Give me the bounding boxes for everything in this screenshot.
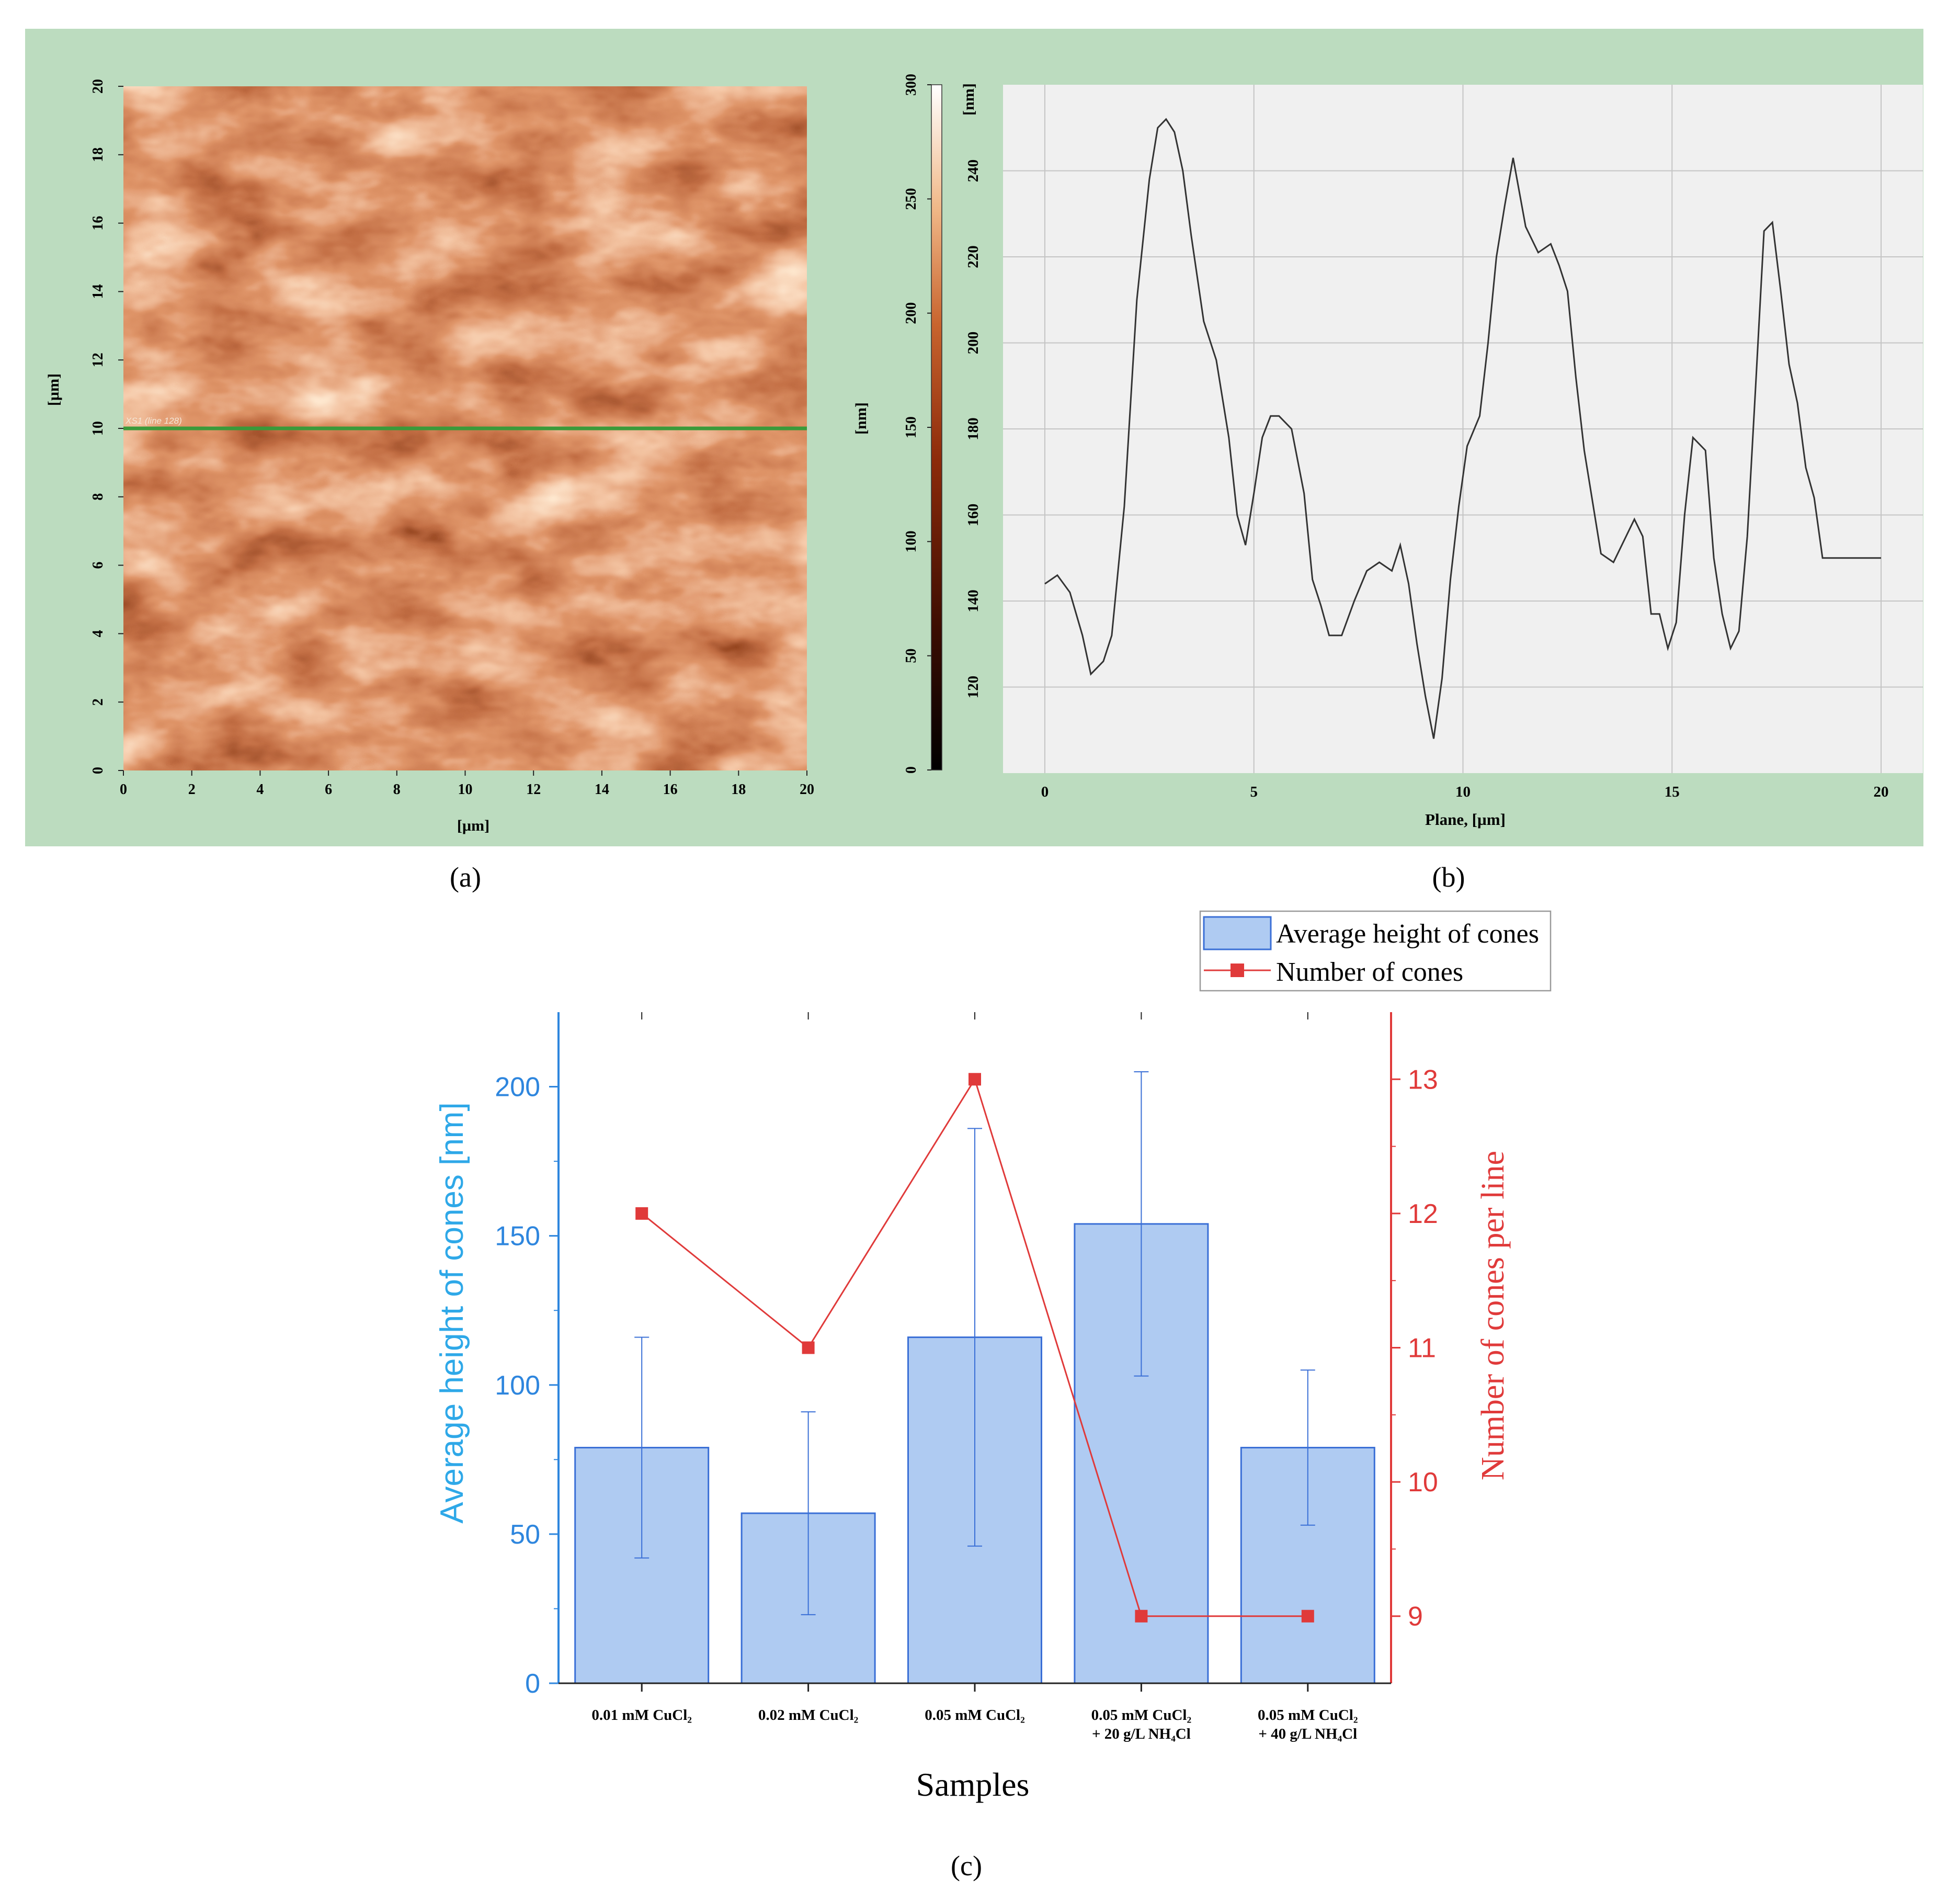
profile-line-series xyxy=(1044,118,1881,739)
profile-y-tick-label: 180 xyxy=(965,417,982,440)
cones-legend: Average height of cones Number of cones xyxy=(1199,910,1552,992)
legend-bar-label: Average height of cones xyxy=(1276,919,1539,949)
profile-y-tick-label: 120 xyxy=(965,676,982,699)
afm-map-panel: XS1 (line 128) 0 2 4 6 8 10 12 14 16 18 20 0 2 4 6 8 10 1… xyxy=(45,79,814,834)
colorbar-tick-label: 0 xyxy=(903,766,919,774)
afm-x-axis-label: [µm] xyxy=(457,817,489,834)
left-tick-label: 100 xyxy=(495,1370,540,1401)
x-tick-label: 0.05 mM CuCl₂ + 40 g/L NH₄Cl xyxy=(1258,1707,1358,1742)
colorbar-label: [nm] xyxy=(852,402,870,435)
colorbar-tick-label: 100 xyxy=(903,530,919,552)
colorbar-gradient xyxy=(931,84,942,770)
cones-bars xyxy=(574,1223,1375,1684)
colorbar: 0 50 100 150 200 250 300 [nm] xyxy=(852,74,942,774)
cones-left-axis-label: Average height of cones [nm] xyxy=(434,1102,470,1523)
afm-y-tick-label: 18 xyxy=(90,148,106,162)
colorbar-tick-label: 200 xyxy=(903,302,919,324)
right-tick-label: 13 xyxy=(1408,1064,1438,1095)
legend-bar-swatch xyxy=(1203,916,1272,950)
left-tick-label: 50 xyxy=(510,1520,540,1550)
cones-axes: 0 50 100 150 200 9 10 11 12 13 0.01 mM CuCl₂ 0.02 m… xyxy=(495,1012,1438,1742)
afm-x-tick-label: 10 xyxy=(458,781,473,798)
left-tick-label: 0 xyxy=(525,1669,540,1699)
profile-x-tick-label: 5 xyxy=(1250,784,1258,800)
profile-ticks: 0 5 10 15 20 120 140 160 180 200 220 240 xyxy=(965,160,1889,800)
panel-label-a: (a) xyxy=(450,862,481,893)
profile-x-tick-label: 20 xyxy=(1874,784,1889,800)
profile-y-tick-label: 240 xyxy=(965,160,982,183)
profile-y-tick-label: 160 xyxy=(965,504,982,527)
afm-y-tick-label: 0 xyxy=(90,767,106,774)
colorbar-ticks: 0 50 100 150 200 250 300 xyxy=(903,74,931,774)
afm-y-tick-label: 16 xyxy=(90,216,106,231)
profile-y-axis-label: [nm] xyxy=(960,83,977,116)
left-tick-label: 200 xyxy=(495,1072,540,1103)
legend-marker-swatch xyxy=(1231,964,1244,977)
afm-y-tick-label: 12 xyxy=(90,353,106,367)
afm-x-tick-label: 2 xyxy=(188,781,196,798)
count-marker xyxy=(1135,1610,1148,1623)
afm-x-tick-label: 6 xyxy=(325,781,332,798)
legend-line-label: Number of cones xyxy=(1276,957,1463,987)
cones-error-bars xyxy=(634,1071,1315,1615)
colorbar-tick-label: 150 xyxy=(903,416,919,438)
afm-axes: 0 2 4 6 8 10 12 14 16 18 20 0 2 4 6 8 10 12 14 16 18 20 xyxy=(90,79,814,798)
afm-y-tick-label: 10 xyxy=(90,421,106,436)
afm-x-tick-label: 12 xyxy=(526,781,541,798)
afm-y-tick-label: 8 xyxy=(90,493,106,501)
afm-x-tick-label: 14 xyxy=(595,781,609,798)
afm-x-tick-label: 20 xyxy=(800,781,814,798)
count-marker xyxy=(635,1207,648,1220)
colorbar-tick-label: 300 xyxy=(903,74,919,96)
x-tick-label: 0.01 mM CuCl₂ xyxy=(591,1707,692,1724)
afm-x-tick-label: 0 xyxy=(120,781,127,798)
right-tick-label: 12 xyxy=(1408,1199,1438,1229)
count-marker xyxy=(1301,1610,1314,1623)
profile-x-axis-label: Plane, [µm] xyxy=(1425,810,1506,829)
left-tick-label: 150 xyxy=(495,1221,540,1252)
count-marker xyxy=(969,1073,981,1086)
profile-x-tick-label: 15 xyxy=(1665,784,1680,800)
colorbar-tick-label: 50 xyxy=(903,649,919,663)
right-tick-label: 9 xyxy=(1408,1602,1423,1632)
x-tick-label: 0.05 mM CuCl₂ xyxy=(925,1707,1025,1724)
profile-y-tick-label: 140 xyxy=(965,590,982,613)
afm-x-tick-label: 18 xyxy=(731,781,746,798)
panel-label-c: (c) xyxy=(951,1850,982,1882)
profile-grid xyxy=(1003,85,1923,773)
profile-line-label: XS1 (line 128) xyxy=(125,416,182,426)
afm-x-tick-label: 4 xyxy=(256,781,264,798)
profile-y-tick-label: 200 xyxy=(965,332,982,355)
afm-y-axis-label: [µm] xyxy=(45,373,62,406)
profile-x-tick-label: 0 xyxy=(1041,784,1049,800)
x-tick-label: 0.05 mM CuCl₂ + 20 g/L NH₄Cl xyxy=(1091,1707,1192,1742)
afm-y-tick-label: 4 xyxy=(90,630,106,637)
profile-x-tick-label: 10 xyxy=(1455,784,1471,800)
afm-x-tick-label: 16 xyxy=(663,781,678,798)
count-marker xyxy=(802,1341,815,1354)
cones-x-axis-label: Samples xyxy=(916,1766,1030,1803)
right-tick-label: 10 xyxy=(1408,1467,1438,1498)
profile-y-tick-label: 220 xyxy=(965,245,982,268)
cones-count-markers xyxy=(635,1073,1314,1623)
afm-y-tick-label: 14 xyxy=(90,284,106,299)
afm-x-tick-label: 8 xyxy=(393,781,401,798)
right-tick-label: 11 xyxy=(1408,1333,1436,1364)
cones-right-axis-label: Number of cones per line xyxy=(1475,1151,1511,1480)
afm-y-tick-label: 6 xyxy=(90,562,106,569)
afm-y-tick-label: 2 xyxy=(90,698,106,706)
x-tick-label: 0.02 mM CuCl₂ xyxy=(758,1707,859,1724)
afm-y-tick-label: 20 xyxy=(90,79,106,94)
profile-chart: 0 5 10 15 20 120 140 160 180 200 220 240 Plane, [µm… xyxy=(960,83,1923,829)
cones-chart: 0 50 100 150 200 9 10 11 12 13 0.01 mM CuCl₂ 0.02 m… xyxy=(434,910,1552,1803)
bar xyxy=(1240,1447,1375,1684)
panel-label-b: (b) xyxy=(1432,862,1465,893)
colorbar-tick-label: 250 xyxy=(903,188,919,210)
